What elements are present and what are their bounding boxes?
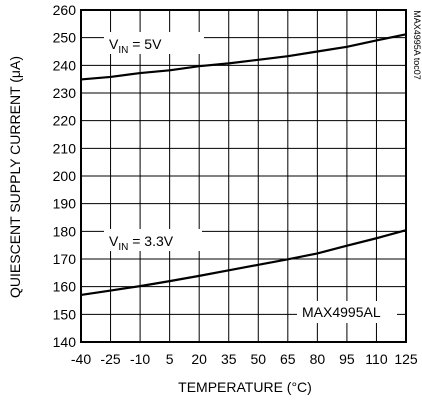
- part-label-bg: [297, 301, 397, 323]
- y-tick-label: 190: [53, 196, 77, 212]
- plot-frame: [80, 9, 407, 343]
- vin5-label-bg: [104, 32, 204, 54]
- y-tick-label: 200: [53, 168, 77, 184]
- vin33-label-bg: [104, 229, 202, 251]
- series-lines: [80, 33, 407, 297]
- x-tick-label: 80: [310, 351, 326, 367]
- x-tick-label: 95: [339, 351, 355, 367]
- x-tick-label: 5: [166, 351, 174, 367]
- x-tick-label: 110: [365, 351, 388, 367]
- y-tick-label: 250: [53, 30, 77, 46]
- part-label: MAX4995AL: [302, 304, 381, 320]
- x-tick-label: 50: [250, 351, 266, 367]
- x-axis-label: TEMPERATURE (°C): [178, 379, 312, 395]
- x-tick-label: 125: [394, 351, 418, 367]
- x-tick-label: -40: [71, 351, 91, 367]
- vin33-label: VIN = 3.3V: [109, 233, 174, 253]
- x-tick-label: 20: [191, 351, 207, 367]
- y-tick-label: 170: [53, 251, 77, 267]
- x-tick-label: 35: [221, 351, 237, 367]
- y-tick-label: 210: [53, 140, 77, 156]
- y-tick-label: 260: [53, 2, 77, 18]
- x-tick-label: -25: [100, 351, 120, 367]
- y-tick-labels: 140 150 160 170 180 190 200 210 220 230 240 250 260: [53, 2, 77, 350]
- x-tick-labels: -40 -25 -10 5 20 35 50 65 80 95 110 125: [71, 351, 418, 367]
- y-tick-label: 220: [53, 113, 77, 129]
- y-axis-label: QUIESCENT SUPPLY CURRENT (μA): [7, 56, 23, 298]
- y-tick-label: 140: [53, 334, 77, 350]
- y-tick-label: 240: [53, 57, 77, 73]
- y-tick-label: 180: [53, 223, 77, 239]
- x-tick-label: -10: [130, 351, 150, 367]
- y-tick-label: 150: [53, 306, 77, 322]
- x-tick-label: 65: [280, 351, 296, 367]
- series-line-1: [80, 33, 407, 81]
- figure-code: MAX4995A toc07: [412, 10, 422, 80]
- y-tick-label: 230: [53, 85, 77, 101]
- grid-lines: [80, 9, 407, 343]
- series-line-2: [80, 229, 407, 297]
- vin5-label: VIN = 5V: [109, 36, 162, 56]
- y-tick-label: 160: [53, 279, 77, 295]
